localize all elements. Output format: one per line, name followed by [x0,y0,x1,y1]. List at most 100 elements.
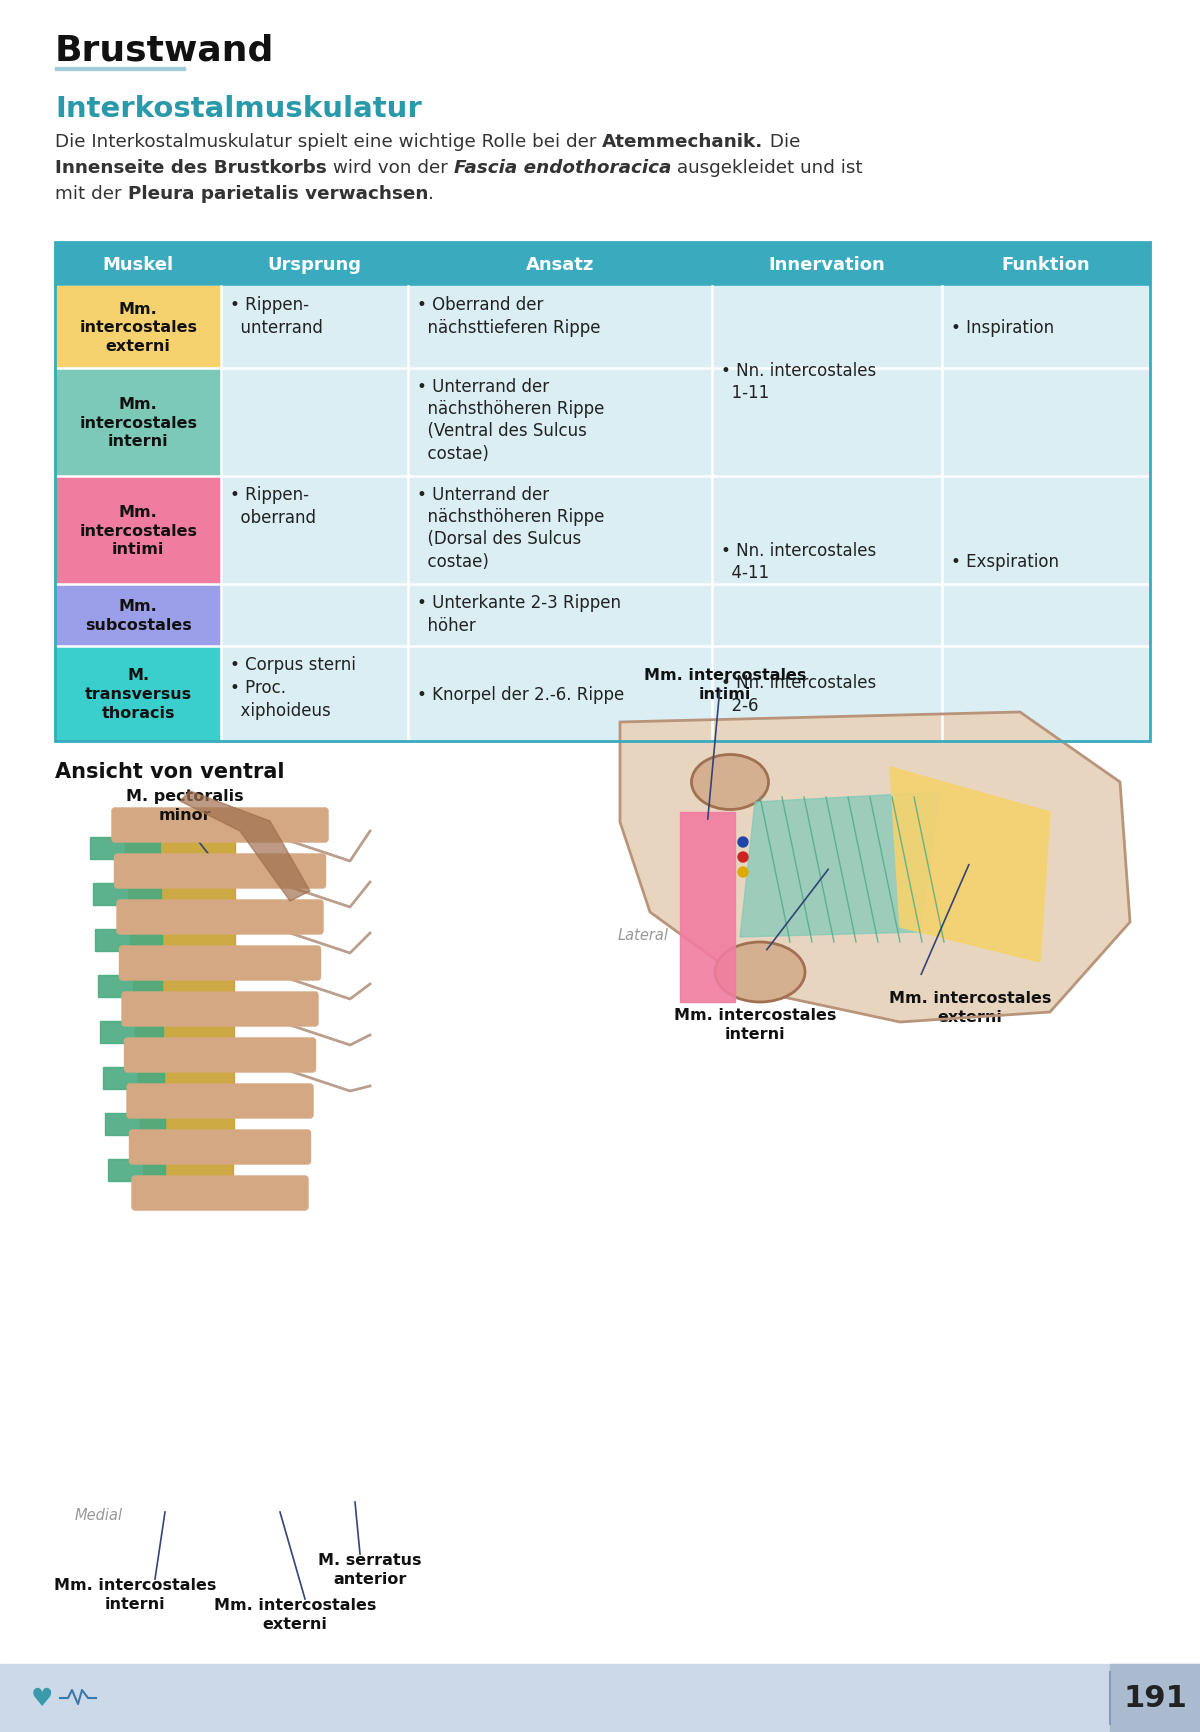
FancyBboxPatch shape [112,809,328,842]
Text: mit der: mit der [55,185,127,203]
Bar [55,369,222,476]
Text: ♥: ♥ [31,1685,53,1709]
Bar [90,838,160,859]
Bar [140,1114,234,1136]
Bar [55,585,222,646]
Bar [106,1114,164,1136]
Text: Mm.
intercostales
externi: Mm. intercostales externi [79,301,197,353]
Bar [55,646,1150,741]
Bar [1110,1664,1200,1732]
Text: ausgekleidet und ist: ausgekleidet und ist [671,159,863,177]
Bar [95,930,162,951]
Text: • Corpus sterni
• Proc.
  xiphoideus: • Corpus sterni • Proc. xiphoideus [230,656,356,719]
Text: Funktion: Funktion [1002,256,1091,274]
Polygon shape [620,712,1130,1022]
Bar [130,930,234,951]
Text: • Rippen-
  unterrand: • Rippen- unterrand [230,296,323,336]
Text: Die: Die [763,133,800,151]
Text: Mm.
subcostales: Mm. subcostales [85,599,192,632]
Text: Muskel: Muskel [103,256,174,274]
Text: Atemmechanik.: Atemmechanik. [602,133,763,151]
Bar [55,288,222,369]
Text: Interkostalmuskulatur: Interkostalmuskulatur [55,95,421,123]
FancyBboxPatch shape [120,946,320,980]
Text: Medial: Medial [74,1507,124,1522]
Text: wird von der: wird von der [326,159,454,177]
Text: Pleura parietalis verwachsen: Pleura parietalis verwachsen [127,185,428,203]
Text: Innenseite des Brustkorbs: Innenseite des Brustkorbs [55,159,326,177]
FancyBboxPatch shape [118,901,323,935]
Bar [942,242,1150,288]
Text: • Unterkante 2-3 Rippen
  höher: • Unterkante 2-3 Rippen höher [416,594,620,634]
Bar [55,476,222,585]
Bar [138,1067,234,1089]
Text: • Nn. intercostales
  4-11: • Nn. intercostales 4-11 [721,540,876,582]
Text: • Inspiration: • Inspiration [950,319,1054,336]
Text: Brustwand: Brustwand [55,33,275,68]
Bar [55,585,1150,646]
Text: Ansatz: Ansatz [526,256,594,274]
Text: Lateral: Lateral [618,927,670,942]
Bar [55,288,1150,369]
Text: Ursprung: Ursprung [268,256,361,274]
Text: Mm. intercostales
intimi: Mm. intercostales intimi [644,667,806,701]
Bar [55,369,1150,476]
Ellipse shape [691,755,768,811]
Text: M. serratus
anterior: M. serratus anterior [318,1552,421,1587]
Ellipse shape [738,868,748,878]
Polygon shape [180,792,310,901]
Text: • Unterrand der
  nächsthöheren Rippe
  (Dorsal des Sulcus
  costae): • Unterrand der nächsthöheren Rippe (Dor… [416,485,604,570]
Text: M. pectoralis
minor: M. pectoralis minor [126,788,244,823]
Bar [134,1022,234,1043]
Polygon shape [890,767,1050,963]
Bar [680,812,734,1003]
Text: Mm.
intercostales
intimi: Mm. intercostales intimi [79,504,197,556]
Text: • Exspiration: • Exspiration [950,553,1058,570]
Ellipse shape [738,852,748,863]
Bar [92,883,161,906]
Bar [97,975,162,998]
Text: M.
transversus
thoracis: M. transversus thoracis [85,669,192,721]
Text: Mm. intercostales
externi: Mm. intercostales externi [214,1597,376,1630]
Bar [55,476,1150,585]
Bar [100,1022,163,1043]
FancyBboxPatch shape [132,1176,308,1211]
Text: Die Interkostalmuskulatur spielt eine wichtige Rolle bei der: Die Interkostalmuskulatur spielt eine wi… [55,133,602,151]
FancyBboxPatch shape [125,1039,316,1072]
Bar [55,242,1150,741]
Text: • Oberrand der
  nächsttieferen Rippe: • Oberrand der nächsttieferen Rippe [416,296,600,336]
Bar [222,242,408,288]
Text: • Unterrand der
  nächsthöheren Rippe
  (Ventral des Sulcus
  costae): • Unterrand der nächsthöheren Rippe (Ven… [416,378,604,462]
Bar [55,646,222,741]
Ellipse shape [715,942,805,1003]
Text: Fascia endothoracica: Fascia endothoracica [454,159,671,177]
Text: Ansicht von ventral: Ansicht von ventral [55,762,284,781]
Text: Mm. intercostales
interni: Mm. intercostales interni [674,1008,836,1041]
Text: • Nn. intercostales
  2-6: • Nn. intercostales 2-6 [721,674,876,715]
Text: • Knorpel der 2.-6. Rippe: • Knorpel der 2.-6. Rippe [416,686,624,703]
Bar [408,242,712,288]
Text: Innervation: Innervation [769,256,886,274]
Text: • Rippen-
  oberrand: • Rippen- oberrand [230,485,317,527]
Text: 191: 191 [1123,1684,1187,1713]
Bar [127,883,235,906]
Bar [55,242,222,288]
Bar [143,1159,233,1181]
FancyBboxPatch shape [130,1131,311,1164]
Text: Mm. intercostales
externi: Mm. intercostales externi [889,991,1051,1024]
Polygon shape [740,793,940,937]
Text: .: . [428,185,433,203]
FancyBboxPatch shape [122,992,318,1027]
FancyBboxPatch shape [127,1084,313,1119]
Text: Mm. intercostales
interni: Mm. intercostales interni [54,1578,216,1611]
Bar [55,68,185,71]
Bar [132,975,234,998]
Bar [712,242,942,288]
Bar [125,838,235,859]
Text: Mm.
intercostales
interni: Mm. intercostales interni [79,397,197,449]
Bar [0,1664,1200,1732]
Ellipse shape [738,838,748,847]
Bar [102,1067,163,1089]
Text: • Nn. intercostales
  1-11: • Nn. intercostales 1-11 [721,362,876,402]
FancyBboxPatch shape [114,854,325,889]
